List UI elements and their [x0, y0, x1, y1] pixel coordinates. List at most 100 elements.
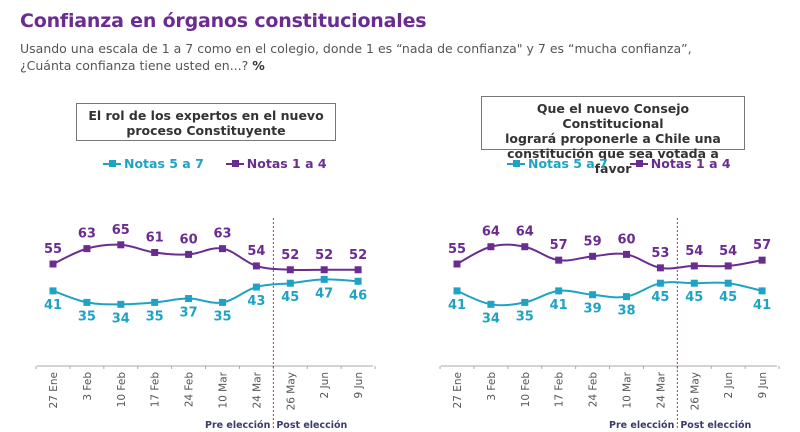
chart-2-data-point	[589, 291, 597, 299]
page-subtitle: Usando una escala de 1 a 7 como en el co…	[20, 40, 790, 74]
chart-1-data-point	[117, 241, 125, 249]
legend-label: Notas 5 a 7	[528, 156, 608, 171]
chart-2-data-label: 55	[448, 242, 466, 257]
chart-2-data-point	[623, 293, 630, 301]
chart-2-pre-election-label: Pre elección	[609, 420, 675, 431]
chart-2-data-point	[555, 256, 563, 264]
chart-1-data-point	[320, 275, 328, 283]
chart-2-data-label: 53	[651, 246, 669, 261]
chart-2-x-tick-label: 27 Ene	[452, 372, 464, 408]
subtitle-line-1: Usando una escala de 1 a 7 como en el co…	[20, 41, 692, 56]
chart-2-data-point	[758, 287, 766, 295]
chart-2-data-label: 59	[584, 234, 602, 249]
chart-1-data-label: 46	[349, 288, 367, 303]
subtitle-line-2: ¿Cuánta confianza tiene usted en...? %	[20, 57, 790, 74]
chart-1-x-tick-label: 10 Feb	[116, 372, 128, 408]
chart-1-data-point	[286, 279, 294, 287]
chart-2-data-label: 41	[448, 298, 466, 313]
chart-2-data-point	[487, 300, 495, 308]
chart-2-title-line: Que el nuevo Consejo Constitucional	[536, 101, 690, 131]
chart-1-data-point	[219, 298, 226, 306]
chart-1-series-line-notas-5-7	[52, 278, 359, 306]
legend-item-notas-1-4: Notas 1 a 4	[225, 156, 327, 171]
chart-2-data-label: 35	[516, 309, 534, 324]
chart-2-x-tick-label: 10 Mar	[622, 371, 634, 408]
chart-1-data-point	[117, 300, 125, 308]
chart-2-data-point	[623, 250, 630, 258]
chart-2-data-label: 57	[550, 238, 568, 253]
chart-2-data-point	[724, 279, 732, 287]
legend-label: Notas 1 a 4	[650, 156, 731, 171]
chart-2-x-tick-label: 26 May	[689, 372, 701, 410]
legend-marker-icon	[629, 160, 648, 167]
chart-2-x-tick-label: 9 Jun	[757, 372, 769, 398]
legend-marker-icon	[103, 160, 121, 167]
chart-2-data-point	[453, 260, 461, 268]
chart-2-data-point	[724, 262, 732, 270]
chart-1-title-line: proceso Constituyente	[126, 123, 286, 138]
chart-1-data-label: 55	[44, 242, 62, 257]
chart-2-title-line: constitución que sea votada a favor	[507, 146, 719, 176]
chart-1-data-point	[49, 260, 57, 268]
chart-2-data-label: 54	[719, 244, 737, 259]
chart-1-data-point	[354, 277, 362, 285]
legend-marker-icon	[225, 160, 244, 167]
chart-1-data-point	[252, 262, 260, 270]
chart-2-data-label: 45	[719, 290, 737, 305]
chart-2-data-label: 64	[516, 225, 534, 240]
chart-1-data-label: 35	[146, 309, 164, 324]
chart-1-x-tick-label: 10 Mar	[218, 371, 230, 408]
chart-2-data-point	[521, 243, 529, 251]
chart-1-x-tick-label: 24 Feb	[184, 372, 196, 408]
chart-2-series-line-notas-5-7	[456, 281, 763, 307]
chart-1-data-label: 60	[180, 232, 198, 247]
chart-1-legend: Notas 5 a 7 Notas 1 a 4	[103, 156, 327, 171]
chart-1-data-point	[286, 266, 294, 274]
chart-1-data-point	[252, 283, 260, 291]
chart-1-x-tick-label: 24 Mar	[251, 371, 263, 408]
legend-item-notas-5-7: Notas 5 a 7	[103, 156, 204, 171]
chart-2-data-point	[758, 256, 766, 264]
chart-1-data-label: 35	[213, 309, 231, 324]
chart-1-x-tick-label: 17 Feb	[150, 372, 162, 408]
chart-1-data-label: 45	[281, 290, 299, 305]
chart-2-data-label: 41	[753, 298, 771, 313]
subtitle-question: ¿Cuánta confianza tiene usted en...?	[20, 58, 249, 73]
chart-2-data-label: 64	[482, 225, 500, 240]
chart-1-data-point	[320, 266, 328, 274]
chart-1-x-tick-label: 26 May	[285, 372, 297, 410]
legend-label: Notas 5 a 7	[124, 156, 204, 171]
chart-1-data-point	[151, 248, 159, 256]
chart-1-data-point	[151, 298, 159, 306]
chart-2-data-label: 57	[753, 238, 771, 253]
chart-1-data-point	[185, 250, 193, 258]
chart-1-data-label: 63	[213, 227, 231, 242]
chart-1-title-box: El rol de los expertos en el nuevo proce…	[76, 103, 336, 141]
chart-1-data-label: 35	[78, 309, 96, 324]
chart-1-data-point	[219, 245, 226, 253]
chart-2-x-tick-label: 2 Jun	[723, 372, 735, 398]
chart-2-title-box: Que el nuevo Consejo Constitucional logr…	[481, 96, 745, 176]
chart-2-data-point	[656, 279, 664, 287]
chart-2-data-label: 45	[685, 290, 703, 305]
chart-2-data-label: 45	[651, 290, 669, 305]
chart-1-data-label: 47	[315, 286, 333, 301]
chart-1-post-election-label: Post elección	[276, 420, 347, 431]
chart-2-data-label: 38	[617, 304, 635, 319]
chart-2-data-point	[521, 298, 529, 306]
chart-1-title-line: El rol de los expertos en el nuevo	[88, 108, 324, 123]
chart-1-data-label: 43	[247, 294, 265, 309]
subtitle-unit: %	[252, 58, 265, 73]
chart-1-data-label: 52	[315, 248, 333, 263]
chart-2-data-label: 39	[584, 302, 602, 317]
chart-1-data-point	[354, 266, 362, 274]
chart-1-pre-election-label: Pre elección	[205, 420, 271, 431]
chart-1-data-label: 34	[112, 311, 130, 326]
legend-marker-icon	[507, 160, 525, 167]
chart-1-data-label: 63	[78, 227, 96, 242]
page-title: Confianza en órganos constitucionales	[20, 10, 427, 32]
chart-2-series-line-notas-1-4	[456, 243, 763, 270]
chart-1-x-tick-label: 3 Feb	[82, 372, 94, 401]
chart-2-data-point	[589, 252, 597, 260]
chart-1-data-label: 61	[146, 230, 164, 245]
